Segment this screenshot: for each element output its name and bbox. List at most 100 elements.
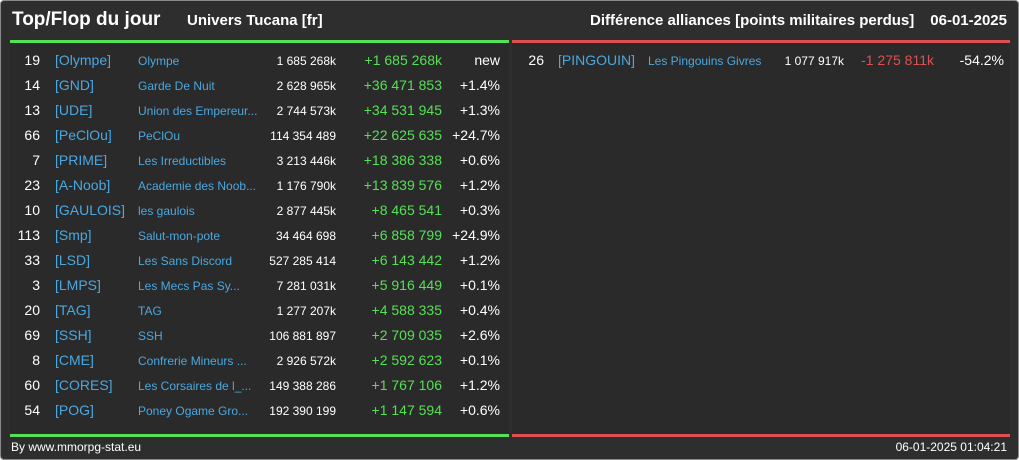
- table-row: 20 [TAG] TAG 1 277 207k +4 588 335 +0.4%: [10, 298, 509, 323]
- points-cell: 106 881 897: [269, 329, 336, 343]
- alliance-tag-link[interactable]: [PeClOu]: [55, 127, 112, 143]
- alliance-tag-link[interactable]: [PINGOUIN]: [558, 52, 636, 68]
- alliance-tag-link[interactable]: [TAG]: [55, 302, 91, 318]
- table-row: 14 [GND] Garde De Nuit 2 628 965k +36 471 85…: [10, 73, 509, 98]
- diff-cell: +2 592 623: [371, 352, 442, 368]
- rank-cell: 3: [32, 277, 40, 293]
- table-row: 19 [Olympe] Olympe 1 685 268k +1 685 268k new: [10, 48, 509, 73]
- diff-cell: +4 588 335: [371, 302, 442, 318]
- percent-cell: +1.3%: [459, 102, 500, 118]
- percent-cell: +0.6%: [459, 152, 500, 168]
- rank-cell: 66: [24, 127, 40, 143]
- rank-cell: 33: [24, 252, 40, 268]
- footer-source: By www.mmorpg-stat.eu: [11, 440, 142, 454]
- alliance-tag-link[interactable]: [GAULOIS]: [55, 202, 126, 218]
- alliance-name-link[interactable]: Salut-mon-pote: [138, 229, 221, 243]
- percent-cell: +2.6%: [459, 327, 500, 343]
- alliance-tag-link[interactable]: [Smp]: [55, 227, 92, 243]
- diff-cell: +6 143 442: [371, 252, 442, 268]
- alliance-name-link[interactable]: Union des Empereur...: [138, 104, 258, 118]
- alliance-tag-link[interactable]: [LSD]: [55, 252, 91, 268]
- alliance-tag-link[interactable]: [SSH]: [55, 327, 92, 343]
- diff-cell: -1 275 811k: [861, 52, 934, 68]
- alliance-name-link[interactable]: Les Irreductibles: [138, 154, 227, 168]
- alliance-tag-link[interactable]: [A-Noob]: [55, 177, 111, 193]
- points-cell: 149 388 286: [269, 379, 336, 393]
- subtitle: Différence alliances [points militaires …: [590, 12, 915, 29]
- diff-cell: +1 767 106: [371, 377, 442, 393]
- alliance-name-link[interactable]: Garde De Nuit: [138, 79, 215, 93]
- diff-cell: +22 625 635: [363, 127, 442, 143]
- table-row: 69 [SSH] SSH 106 881 897 +2 709 035 +2.6%: [10, 323, 509, 348]
- alliance-tag-link[interactable]: [UDE]: [55, 102, 93, 118]
- header-right: Différence alliances [points militaires …: [590, 12, 1007, 29]
- flop-list: 26 [PINGOUIN] Les Pingouins Givres 1 077 91…: [512, 48, 1010, 73]
- alliance-tag-link[interactable]: [LMPS]: [55, 277, 101, 293]
- points-cell: 2 877 445k: [276, 204, 336, 218]
- points-cell: 114 354 489: [270, 129, 336, 143]
- rank-cell: 23: [24, 177, 40, 193]
- percent-cell: +24.7%: [452, 127, 500, 143]
- alliance-name-link[interactable]: les gaulois: [138, 204, 195, 218]
- alliance-name-link[interactable]: Confrerie Mineurs ...: [138, 354, 247, 368]
- percent-cell: +0.1%: [459, 352, 500, 368]
- alliance-name-link[interactable]: TAG: [138, 304, 162, 318]
- alliance-tag-link[interactable]: [GND]: [55, 77, 94, 93]
- percent-cell: +0.4%: [459, 302, 500, 318]
- alliance-name-link[interactable]: Poney Ogame Gro...: [138, 404, 249, 418]
- alliance-name-link[interactable]: SSH: [138, 329, 163, 343]
- alliance-name-link[interactable]: Olympe: [138, 54, 180, 68]
- alliance-tag-link[interactable]: [CORES]: [55, 377, 113, 393]
- diff-cell: +8 465 541: [371, 202, 442, 218]
- table-row: 54 [POG] Poney Ogame Gro... 192 390 199 +1 1…: [10, 398, 509, 423]
- alliance-name-link[interactable]: Academie des Noob...: [138, 179, 257, 193]
- alliance-name-link[interactable]: Les Pingouins Givres: [648, 54, 762, 68]
- diff-cell: +1 147 594: [371, 402, 442, 418]
- points-cell: 2 926 572k: [276, 354, 336, 368]
- percent-cell: new: [474, 52, 500, 68]
- points-cell: 34 464 698: [275, 229, 336, 243]
- diff-cell: +2 709 035: [371, 327, 442, 343]
- alliance-tag-link[interactable]: [Olympe]: [55, 52, 112, 68]
- header-date: 06-01-2025: [930, 12, 1007, 29]
- points-cell: 2 628 965k: [276, 79, 336, 93]
- alliance-name-link[interactable]: Les Sans Discord: [138, 254, 233, 268]
- rank-cell: 7: [32, 152, 40, 168]
- points-cell: 1 685 268k: [276, 54, 336, 68]
- table-row: 60 [CORES] Les Corsaires de l_... 149 388 2…: [10, 373, 509, 398]
- points-cell: 3 213 446k: [276, 154, 336, 168]
- percent-cell: +0.3%: [459, 202, 500, 218]
- rank-cell: 19: [24, 52, 40, 68]
- table-row: 10 [GAULOIS] les gaulois 2 877 445k +8 465 5…: [10, 198, 509, 223]
- table-row: 26 [PINGOUIN] Les Pingouins Givres 1 077 91…: [512, 48, 1010, 73]
- rank-cell: 54: [24, 402, 40, 418]
- page-title: Top/Flop du jour: [12, 9, 161, 30]
- alliance-tag-link[interactable]: [POG]: [55, 402, 94, 418]
- table-row: 33 [LSD] Les Sans Discord 527 285 414 +6 143…: [10, 248, 509, 273]
- percent-cell: +0.6%: [459, 402, 500, 418]
- rank-cell: 8: [32, 352, 40, 368]
- points-cell: 2 744 573k: [276, 104, 336, 118]
- diff-cell: +18 386 338: [363, 152, 442, 168]
- table-row: 3 [LMPS] Les Mecs Pas Sy... 7 281 031k +5 91…: [10, 273, 509, 298]
- alliance-tag-link[interactable]: [PRIME]: [55, 152, 108, 168]
- alliance-name-link[interactable]: Les Corsaires de l_...: [138, 379, 252, 393]
- table-row: 7 [PRIME] Les Irreductibles 3 213 446k +18 3…: [10, 148, 509, 173]
- top-list: 19 [Olympe] Olympe 1 685 268k +1 685 268k new…: [10, 48, 509, 423]
- points-cell: 1 077 917k: [784, 54, 844, 68]
- alliance-tag-link[interactable]: [CME]: [55, 352, 94, 368]
- points-cell: 192 390 199: [269, 404, 336, 418]
- alliance-name-link[interactable]: PeClOu: [138, 129, 181, 143]
- percent-cell: -54.2%: [959, 52, 1004, 68]
- rank-cell: 10: [24, 202, 40, 218]
- percent-cell: +0.1%: [459, 277, 500, 293]
- points-cell: 1 277 207k: [276, 304, 336, 318]
- percent-cell: +1.4%: [459, 77, 500, 93]
- alliance-name-link[interactable]: Les Mecs Pas Sy...: [138, 279, 240, 293]
- diff-cell: +13 839 576: [363, 177, 442, 193]
- table-row: 23 [A-Noob] Academie des Noob... 1 176 790k…: [10, 173, 509, 198]
- header: Top/Flop du jour Univers Tucana [fr] Dif…: [1, 1, 1018, 41]
- diff-cell: +5 916 449: [371, 277, 442, 293]
- points-cell: 1 176 790k: [276, 179, 336, 193]
